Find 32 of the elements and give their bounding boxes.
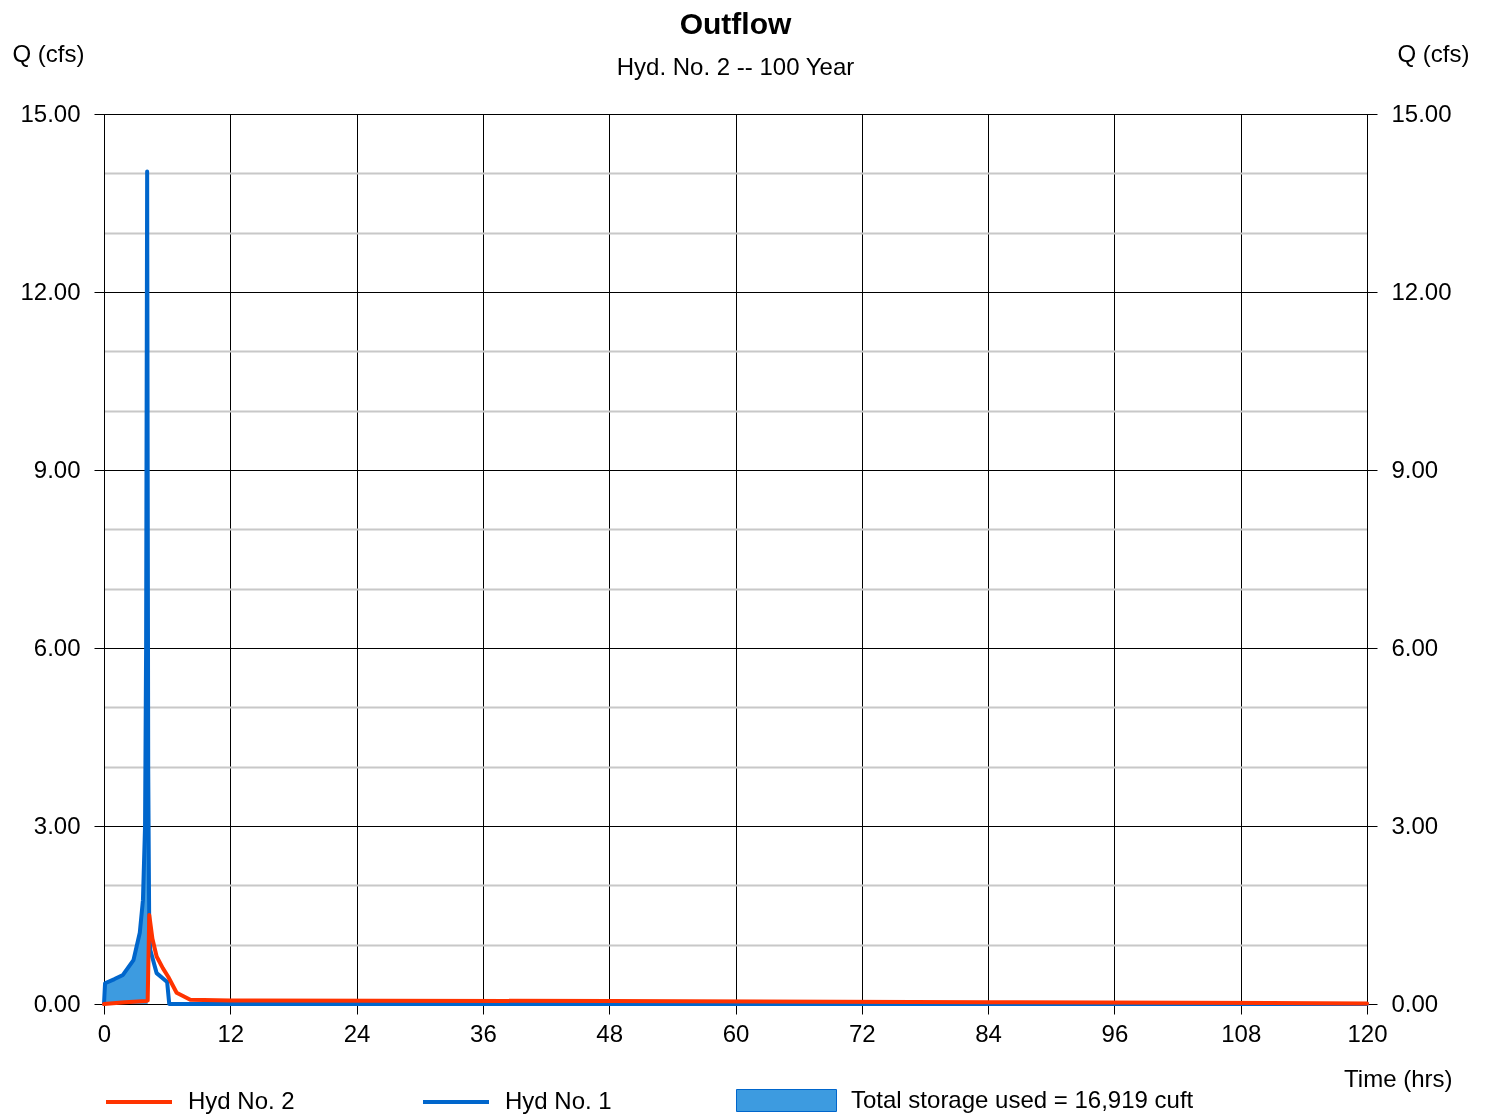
line-series [102, 913, 1369, 1006]
y2-tick-label: 15.00 [1391, 99, 1452, 127]
x-axis-title: Time (hrs) [1344, 1064, 1453, 1092]
y2-tick-label: 9.00 [1391, 455, 1439, 483]
y2-axis-title: Q (cfs) [1397, 39, 1470, 67]
y2-tick-label: 3.00 [1391, 811, 1439, 839]
legend-label: Total storage used = 16,919 cuft [851, 1085, 1194, 1113]
x-tick-label: 48 [596, 1019, 624, 1047]
legend-label: Hyd No. 2 [188, 1087, 295, 1114]
x-tick-label: 12 [217, 1019, 245, 1047]
y-axis-title: Q (cfs) [12, 39, 85, 67]
x-tick-label: 96 [1101, 1019, 1129, 1047]
x-tick-label: 120 [1347, 1019, 1388, 1047]
y-tick-label: 9.00 [33, 455, 81, 483]
y-tick-label: 3.00 [33, 811, 81, 839]
x-tick-label: 84 [975, 1019, 1002, 1047]
x-tick-label: 108 [1221, 1019, 1262, 1047]
y-tick-label: 12.00 [20, 277, 81, 305]
y2-tick-label: 0.00 [1391, 989, 1439, 1017]
y2-tick-label: 12.00 [1391, 277, 1452, 305]
x-tick-label: 60 [722, 1019, 750, 1047]
legend-label: Hyd No. 1 [505, 1087, 612, 1114]
x-tick-label: 36 [470, 1019, 497, 1047]
chart-title: Outflow [679, 7, 792, 40]
y2-tick-label: 6.00 [1391, 633, 1439, 661]
y-tick-label: 0.00 [33, 989, 81, 1017]
x-tick-label: 24 [343, 1019, 371, 1047]
chart-subtitle: Hyd. No. 2 -- 100 Year [616, 53, 855, 80]
y-tick-label: 15.00 [20, 99, 81, 127]
x-tick-label: 0 [97, 1019, 112, 1047]
x-tick-label: 72 [848, 1019, 876, 1047]
y-tick-label: 6.00 [33, 633, 81, 661]
